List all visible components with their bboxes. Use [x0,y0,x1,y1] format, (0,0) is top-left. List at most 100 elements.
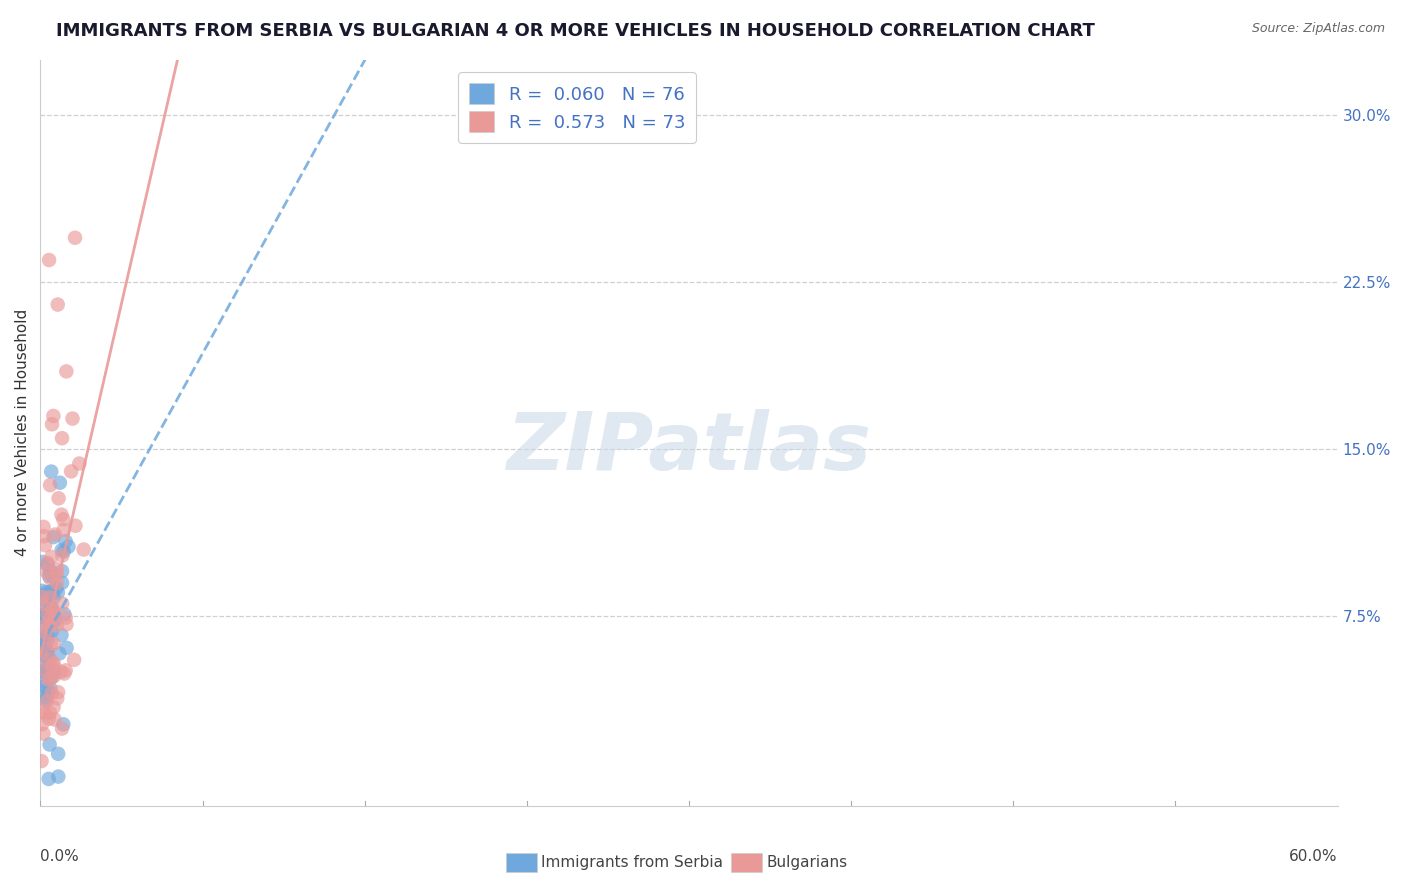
Point [51,628,73,642]
Point [41,417,63,432]
Point [32,633,55,648]
Point [37,661,59,675]
Point [46,585,69,599]
Point [55,640,77,655]
Point [37,607,59,622]
Point [35,611,58,625]
Point [31,608,53,623]
Point [37,633,59,648]
Point [35,628,58,642]
Legend: R =  0.060   N = 76, R =  0.573   N = 73: R = 0.060 N = 76, R = 0.573 N = 73 [458,72,696,143]
Point [46,297,69,311]
Point [55,610,77,624]
Point [55,617,77,632]
Point [45,575,67,590]
Point [42,530,65,544]
Point [67,457,90,471]
Point [35,628,58,642]
Point [48,647,70,661]
Point [42,583,65,598]
Point [42,669,65,683]
Point [35,645,58,659]
Point [48,491,70,506]
Point [32,529,55,543]
Point [31,648,53,662]
Point [35,609,58,624]
Text: ZIPatlas: ZIPatlas [506,409,872,486]
Point [35,690,58,705]
Point [39,465,62,479]
Point [42,604,65,618]
Point [37,650,59,665]
Point [42,665,65,679]
Point [35,663,58,677]
Point [34,706,56,721]
Point [34,679,56,693]
Point [46,691,69,706]
Point [31,648,53,662]
Point [52,523,75,537]
Point [41,549,63,564]
Point [37,686,59,700]
Point [38,253,60,268]
Point [41,624,63,639]
Point [53,666,76,681]
Point [39,637,62,651]
Point [34,661,56,675]
Point [39,591,62,605]
Point [31,647,53,661]
Point [51,543,73,558]
Point [37,644,59,658]
Point [51,564,73,578]
Point [49,665,72,679]
Point [52,544,75,558]
Point [37,682,59,697]
Point [37,673,59,687]
Point [39,706,62,720]
Point [34,620,56,634]
Point [38,569,60,583]
Point [31,599,53,614]
Point [35,585,58,599]
Point [55,364,77,378]
Point [41,659,63,673]
Point [45,582,67,596]
Point [52,512,75,526]
Point [46,618,69,632]
Text: IMMIGRANTS FROM SERBIA VS BULGARIAN 4 OR MORE VEHICLES IN HOUSEHOLD CORRELATION : IMMIGRANTS FROM SERBIA VS BULGARIAN 4 OR… [56,22,1095,40]
Point [35,590,58,604]
Point [31,590,53,604]
Point [31,635,53,649]
Point [35,564,58,578]
Point [42,602,65,616]
Point [51,508,73,522]
Point [51,549,73,563]
Point [39,564,62,578]
Point [39,613,62,627]
Point [53,607,76,621]
Point [46,747,69,761]
Point [41,665,63,680]
Point [46,685,69,699]
Point [34,693,56,707]
Point [55,534,77,549]
Point [39,478,62,492]
Point [34,538,56,552]
Point [42,658,65,673]
Point [32,610,55,624]
Point [39,618,62,632]
Point [31,705,53,719]
Text: Source: ZipAtlas.com: Source: ZipAtlas.com [1251,22,1385,36]
Point [51,575,73,590]
Point [44,713,66,727]
Point [55,663,77,677]
Point [38,651,60,665]
Text: 60.0%: 60.0% [1289,849,1337,863]
Point [65,518,87,533]
Point [51,431,73,445]
Y-axis label: 4 or more Vehicles in Household: 4 or more Vehicles in Household [15,309,30,557]
Point [41,670,63,684]
Point [32,619,55,633]
Point [38,588,60,602]
Point [44,613,66,627]
